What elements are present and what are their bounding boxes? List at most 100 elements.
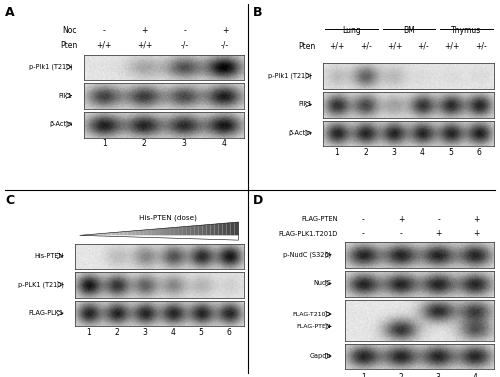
Text: Noc: Noc	[62, 26, 77, 35]
Text: p-PLK1 (T210): p-PLK1 (T210)	[18, 281, 64, 288]
Text: 3: 3	[435, 373, 440, 377]
Text: p-Plk1 (T210): p-Plk1 (T210)	[268, 72, 312, 79]
Polygon shape	[151, 229, 155, 235]
Polygon shape	[214, 224, 218, 235]
Text: His-PTEN (dose): His-PTEN (dose)	[138, 214, 196, 221]
Polygon shape	[124, 231, 128, 235]
Polygon shape	[230, 222, 234, 235]
Polygon shape	[100, 233, 103, 235]
Text: BM: BM	[403, 26, 415, 35]
Text: 1: 1	[102, 139, 106, 148]
Text: Plk1: Plk1	[58, 93, 72, 99]
Polygon shape	[210, 224, 214, 235]
Polygon shape	[120, 232, 124, 235]
Text: 4: 4	[420, 148, 425, 157]
Text: Pten: Pten	[60, 41, 77, 50]
Text: -/-: -/-	[221, 41, 229, 50]
Polygon shape	[218, 224, 222, 235]
Text: His-PTEN: His-PTEN	[34, 253, 64, 259]
Text: +/+: +/+	[96, 41, 112, 50]
Text: -: -	[103, 26, 106, 35]
Text: +/+: +/+	[444, 42, 460, 51]
Text: +/+: +/+	[330, 42, 345, 51]
Text: +: +	[473, 230, 480, 238]
Text: FLAG-PTEN: FLAG-PTEN	[301, 216, 338, 222]
Text: 2: 2	[114, 328, 119, 337]
Text: β-Actin: β-Actin	[49, 121, 72, 127]
Polygon shape	[163, 228, 167, 235]
Text: 6: 6	[227, 328, 232, 337]
Text: +: +	[436, 230, 442, 238]
Text: +: +	[473, 215, 480, 224]
Text: A: A	[5, 6, 15, 18]
Text: D: D	[252, 194, 263, 207]
Text: 1: 1	[334, 148, 340, 157]
Text: FLAG-T210D: FLAG-T210D	[292, 311, 331, 317]
Polygon shape	[171, 227, 175, 235]
Polygon shape	[191, 226, 195, 235]
Polygon shape	[183, 226, 187, 235]
Text: 4: 4	[170, 328, 175, 337]
Text: B: B	[252, 6, 262, 18]
Polygon shape	[96, 234, 100, 235]
Polygon shape	[147, 229, 151, 235]
Text: 4: 4	[472, 373, 478, 377]
Text: +: +	[222, 26, 228, 35]
Text: 3: 3	[392, 148, 396, 157]
Polygon shape	[104, 233, 108, 235]
Text: 5: 5	[448, 148, 454, 157]
Text: β-Actin: β-Actin	[288, 130, 312, 136]
Text: 4: 4	[221, 139, 226, 148]
Polygon shape	[128, 231, 132, 235]
Polygon shape	[116, 232, 119, 235]
Text: Thymus: Thymus	[451, 26, 482, 35]
Polygon shape	[167, 228, 171, 235]
Text: 5: 5	[199, 328, 203, 337]
Text: 2: 2	[363, 148, 368, 157]
Text: -: -	[400, 230, 402, 238]
Text: 3: 3	[142, 328, 148, 337]
Text: C: C	[5, 194, 14, 207]
Text: FLAG-PTEN: FLAG-PTEN	[296, 324, 331, 329]
Polygon shape	[132, 231, 135, 235]
Polygon shape	[143, 230, 147, 235]
Text: Lung: Lung	[342, 26, 361, 35]
Polygon shape	[92, 234, 96, 235]
Text: Pten: Pten	[298, 42, 316, 51]
Text: FLAG-PLK1: FLAG-PLK1	[28, 310, 64, 316]
Text: p-Plk1 (T210): p-Plk1 (T210)	[28, 64, 72, 70]
Text: +: +	[398, 215, 404, 224]
Polygon shape	[84, 234, 87, 235]
Text: -: -	[437, 215, 440, 224]
Polygon shape	[175, 227, 179, 235]
Polygon shape	[108, 233, 112, 235]
Text: NudC: NudC	[314, 280, 331, 287]
Polygon shape	[155, 229, 159, 235]
Polygon shape	[226, 223, 230, 235]
Polygon shape	[88, 234, 92, 235]
Text: p-NudC (S326): p-NudC (S326)	[283, 251, 331, 258]
Polygon shape	[222, 223, 226, 235]
Polygon shape	[234, 222, 238, 235]
Text: +: +	[142, 26, 148, 35]
Text: -: -	[362, 230, 365, 238]
Text: 6: 6	[477, 148, 482, 157]
Text: +/-: +/-	[418, 42, 429, 51]
Text: +/-: +/-	[475, 42, 486, 51]
Text: FLAG-PLK1.T201D: FLAG-PLK1.T201D	[278, 231, 338, 237]
Text: -/-: -/-	[180, 41, 189, 50]
Text: Gapdh: Gapdh	[310, 353, 331, 359]
Text: -: -	[184, 26, 186, 35]
Text: 1: 1	[361, 373, 366, 377]
Text: +/+: +/+	[387, 42, 402, 51]
Polygon shape	[202, 225, 206, 235]
Polygon shape	[112, 232, 116, 235]
Polygon shape	[139, 230, 143, 235]
Text: +/-: +/-	[360, 42, 372, 51]
Polygon shape	[195, 225, 198, 235]
Text: -: -	[362, 215, 365, 224]
Polygon shape	[206, 224, 210, 235]
Polygon shape	[179, 227, 183, 235]
Polygon shape	[135, 230, 139, 235]
Text: Plk1: Plk1	[298, 101, 312, 107]
